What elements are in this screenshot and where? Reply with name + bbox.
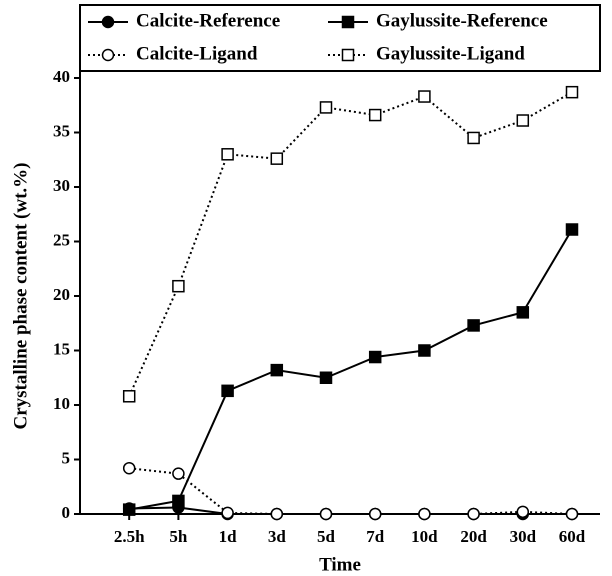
- marker: [516, 505, 530, 519]
- marker: [467, 131, 480, 145]
- marker: [270, 152, 284, 165]
- y-tick-label: 40: [53, 67, 70, 86]
- x-tick-label: 60d: [559, 527, 586, 546]
- marker: [565, 223, 579, 236]
- x-tick-label: 10d: [411, 527, 438, 546]
- x-tick-label: 5h: [169, 527, 188, 546]
- x-tick-label: 20d: [460, 527, 487, 546]
- legend-label: Calcite-Reference: [136, 10, 280, 31]
- y-tick-label: 35: [53, 121, 70, 140]
- marker: [368, 108, 382, 122]
- marker: [319, 371, 333, 384]
- series-line: [129, 228, 573, 511]
- y-tick-label: 15: [53, 339, 70, 358]
- marker: [270, 363, 284, 377]
- y-tick-label: 0: [62, 503, 71, 522]
- marker: [270, 507, 284, 521]
- marker: [221, 384, 234, 398]
- marker: [172, 279, 185, 293]
- legend-label: Gaylussite-Ligand: [376, 43, 525, 64]
- marker: [221, 506, 234, 520]
- y-tick-label: 10: [53, 394, 70, 413]
- x-tick-label: 5d: [317, 527, 336, 546]
- marker: [565, 507, 579, 521]
- series-line: [129, 467, 573, 515]
- marker: [122, 503, 136, 516]
- marker: [221, 148, 234, 161]
- marker: [565, 85, 579, 99]
- y-tick-label: 20: [53, 285, 70, 304]
- marker: [467, 507, 480, 521]
- marker: [368, 350, 382, 364]
- marker: [172, 467, 185, 480]
- marker: [122, 461, 136, 475]
- marker: [418, 90, 431, 103]
- y-axis-label: Crystalline phase content (wt.%): [10, 162, 31, 429]
- x-tick-label: 7d: [366, 527, 385, 546]
- marker: [341, 48, 355, 62]
- x-tick-label: 30d: [510, 527, 537, 546]
- marker: [341, 15, 355, 29]
- marker: [319, 101, 333, 114]
- marker: [172, 494, 185, 508]
- marker: [101, 15, 115, 29]
- marker: [418, 507, 431, 521]
- marker: [319, 507, 333, 521]
- x-axis-label: Time: [319, 554, 361, 575]
- legend-box: [79, 4, 601, 72]
- marker: [122, 390, 136, 403]
- x-tick-label: 1d: [219, 527, 238, 546]
- y-tick-label: 5: [62, 448, 71, 467]
- x-tick-label: 2.5h: [114, 527, 145, 546]
- y-tick-label: 25: [53, 230, 70, 249]
- marker: [368, 507, 382, 521]
- series-line: [128, 91, 573, 397]
- marker: [418, 344, 431, 357]
- x-tick-label: 3d: [268, 527, 287, 546]
- y-tick-label: 30: [53, 176, 70, 195]
- legend-label: Gaylussite-Reference: [376, 10, 548, 31]
- marker: [516, 114, 530, 127]
- legend-label: Calcite-Ligand: [136, 43, 258, 64]
- marker: [516, 306, 530, 319]
- marker: [467, 319, 480, 332]
- marker: [101, 48, 115, 62]
